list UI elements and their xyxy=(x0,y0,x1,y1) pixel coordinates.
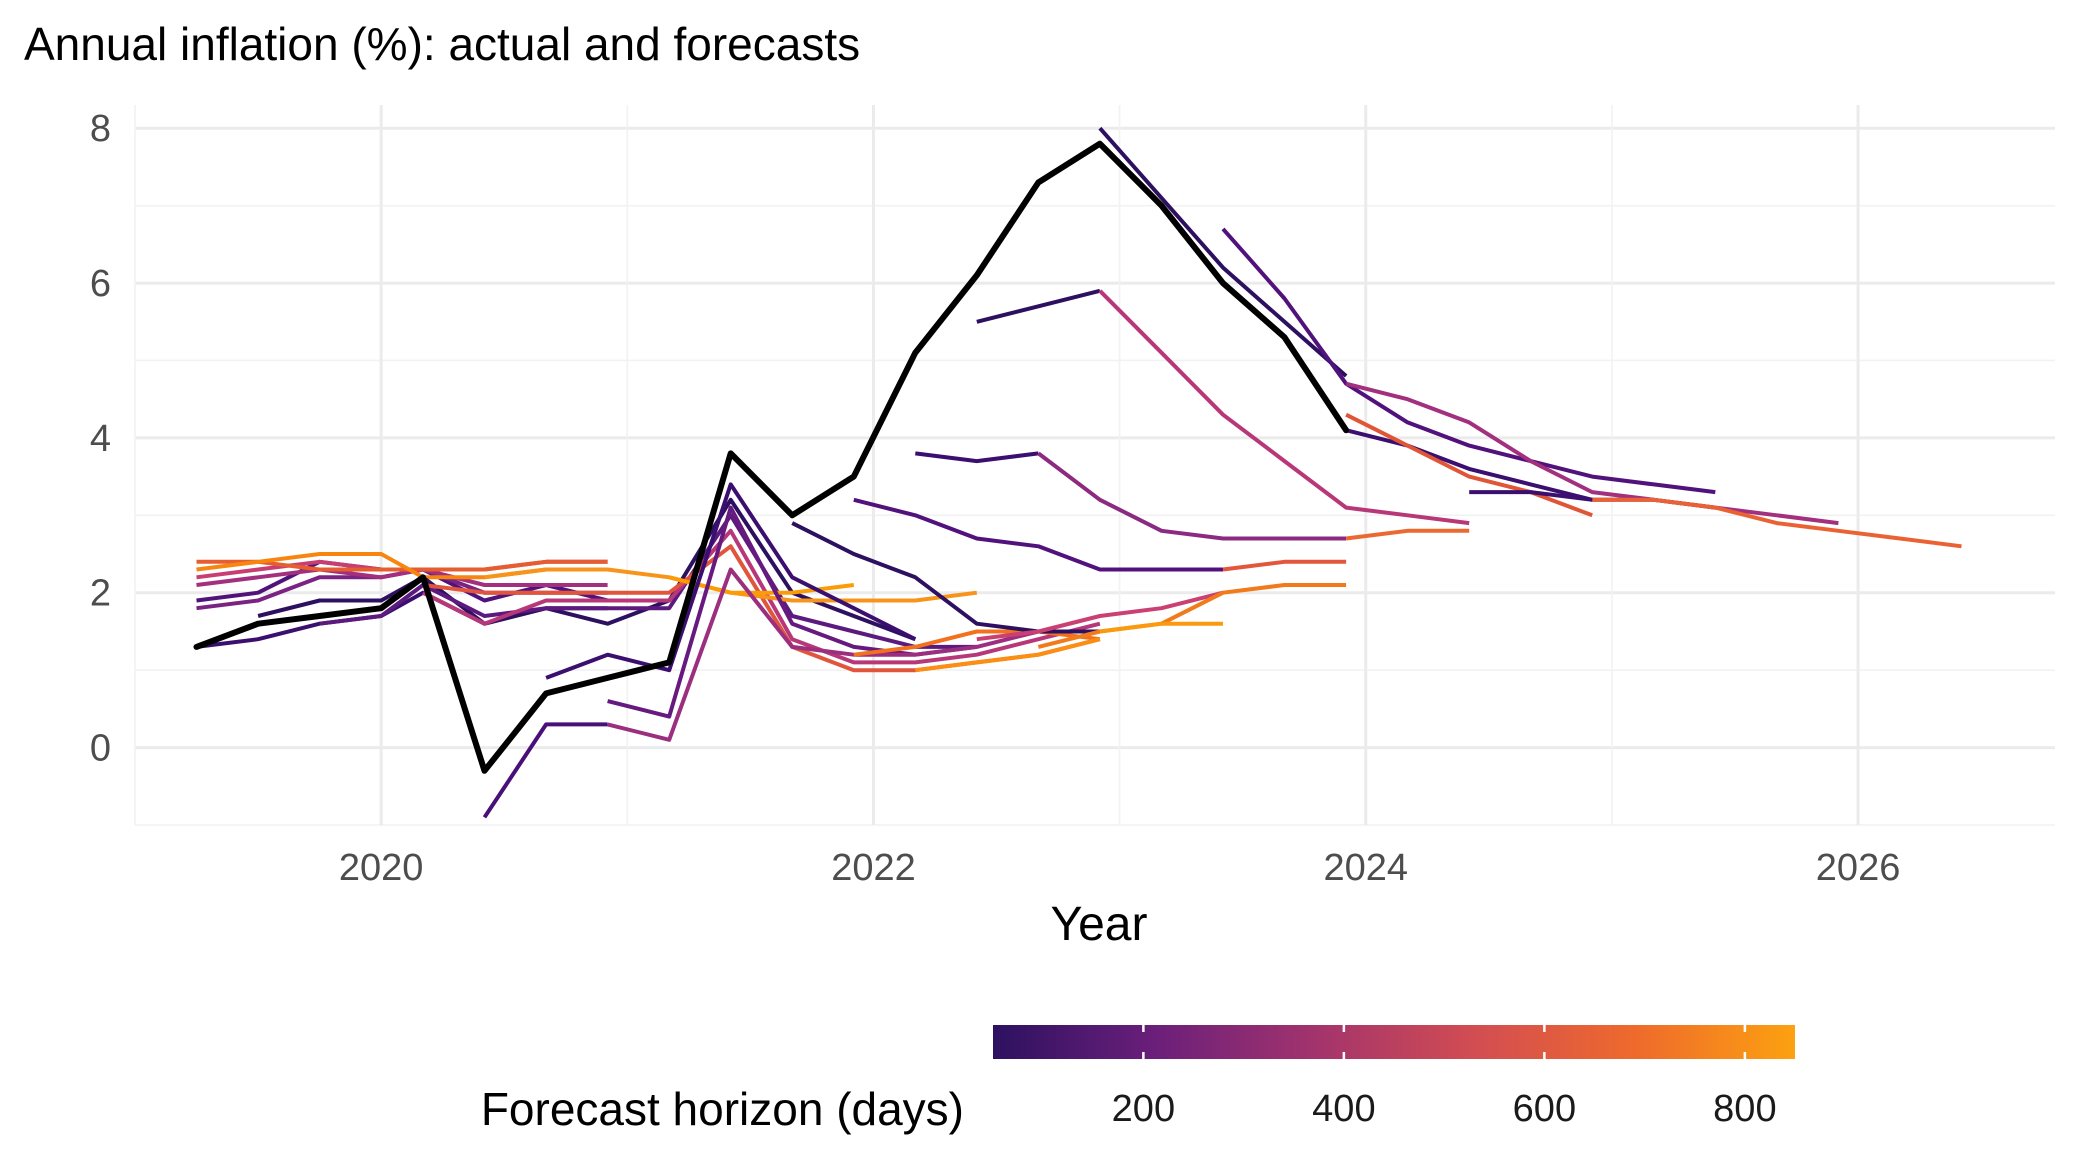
forecast-lines xyxy=(196,126,1962,819)
forecast-line-19 xyxy=(915,637,1101,673)
chart-title: Annual inflation (%): actual and forecas… xyxy=(24,18,860,70)
forecast-line-30 xyxy=(1098,289,1470,526)
forecast-line-15 xyxy=(545,482,917,680)
forecast-line-26 xyxy=(915,451,1039,464)
x-axis-ticks: 2020 2022 2024 2026 xyxy=(339,847,1900,889)
forecast-line-18 xyxy=(853,629,1101,657)
x-tick-label: 2026 xyxy=(1816,847,1901,889)
legend-title: Forecast horizon (days) xyxy=(481,1083,964,1135)
forecast-line-31 xyxy=(1098,126,1348,378)
colorbar xyxy=(993,1025,1795,1059)
y-tick-label: 4 xyxy=(90,418,111,460)
colorbar-tick-label: 400 xyxy=(1312,1088,1375,1130)
forecast-line-37 xyxy=(1469,490,1593,502)
colorbar-tick-label: 200 xyxy=(1112,1088,1175,1130)
forecast-line-36 xyxy=(1592,497,1962,549)
y-axis-ticks: 0 2 4 6 8 xyxy=(90,108,111,769)
colorbar-tick-label: 800 xyxy=(1713,1088,1776,1130)
forecast-line-22 xyxy=(976,590,1224,642)
forecast-line-35 xyxy=(1345,412,1593,518)
y-tick-label: 8 xyxy=(90,108,111,150)
x-tick-label: 2022 xyxy=(831,847,916,889)
forecast-line-4 xyxy=(196,567,608,587)
forecast-line-21 xyxy=(853,497,1223,572)
forecast-line-23 xyxy=(1222,559,1347,572)
forecast-line-24 xyxy=(1037,583,1347,649)
forecast-line-20 xyxy=(791,521,1100,634)
forecast-line-10 xyxy=(422,528,1101,665)
x-axis-title: Year xyxy=(1051,898,1148,951)
y-tick-label: 2 xyxy=(90,573,111,615)
x-tick-label: 2020 xyxy=(339,847,424,889)
forecast-line-8 xyxy=(257,497,917,642)
forecast-line-32 xyxy=(1221,227,1716,495)
forecast-line-13 xyxy=(668,575,855,595)
x-tick-label: 2024 xyxy=(1323,847,1408,889)
grid xyxy=(134,105,2055,826)
colorbar-tick-label: 600 xyxy=(1513,1088,1576,1130)
forecast-line-29 xyxy=(976,288,1101,324)
forecast-line-9 xyxy=(319,513,977,649)
forecast-line-25 xyxy=(1099,621,1223,634)
forecast-line-16 xyxy=(607,505,978,719)
actual-line-group xyxy=(193,140,1350,774)
forecast-line-28 xyxy=(1345,528,1470,541)
forecast-line-6 xyxy=(196,559,608,572)
legend-colorbar: Forecast horizon (days) 200 400 600 800 xyxy=(481,1025,1795,1135)
forecast-line-34 xyxy=(1345,381,1839,526)
y-tick-label: 6 xyxy=(90,263,111,305)
y-tick-label: 0 xyxy=(90,728,111,770)
forecast-line-27 xyxy=(1037,451,1347,541)
forecast-line-14 xyxy=(482,722,608,819)
forecast-line-17 xyxy=(607,567,1039,742)
actual-line xyxy=(193,140,1350,774)
